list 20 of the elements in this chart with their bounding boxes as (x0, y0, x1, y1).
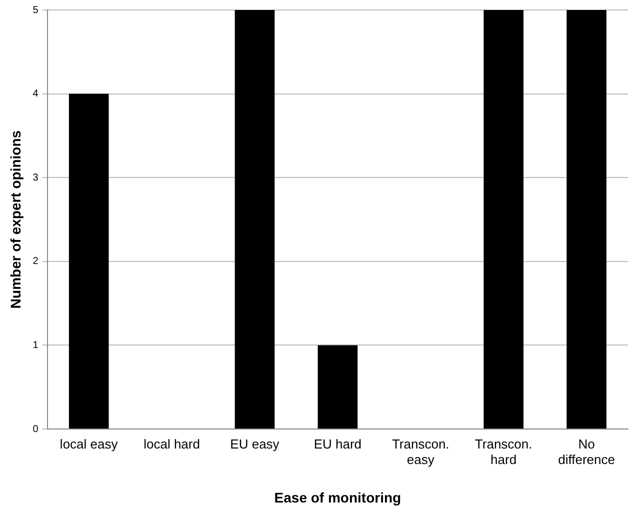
x-tick-label: local hard (144, 436, 200, 452)
bar (484, 10, 524, 428)
y-tick-label: 3 (32, 172, 39, 184)
y-tick-label: 4 (32, 88, 39, 100)
y-axis-title: Number of expert opinions (7, 130, 24, 309)
bar (234, 10, 275, 428)
x-tick-label: local easy (60, 436, 118, 452)
x-tick-label: No difference (558, 436, 615, 467)
bar (318, 345, 358, 428)
y-tick-label: 0 (32, 424, 39, 435)
x-tick-label: Transcon. easy (392, 436, 450, 467)
bar (68, 94, 109, 428)
y-tick-label: 2 (32, 256, 39, 268)
bar (566, 10, 606, 428)
x-axis-title: Ease of monitoring (274, 489, 402, 506)
x-tick-label: EU easy (230, 436, 280, 452)
y-tick-label: 5 (32, 4, 39, 16)
x-tick-label: EU hard (314, 436, 362, 452)
y-tick-label: 1 (32, 340, 39, 351)
x-tick-label: Transcon. hard (474, 436, 532, 467)
